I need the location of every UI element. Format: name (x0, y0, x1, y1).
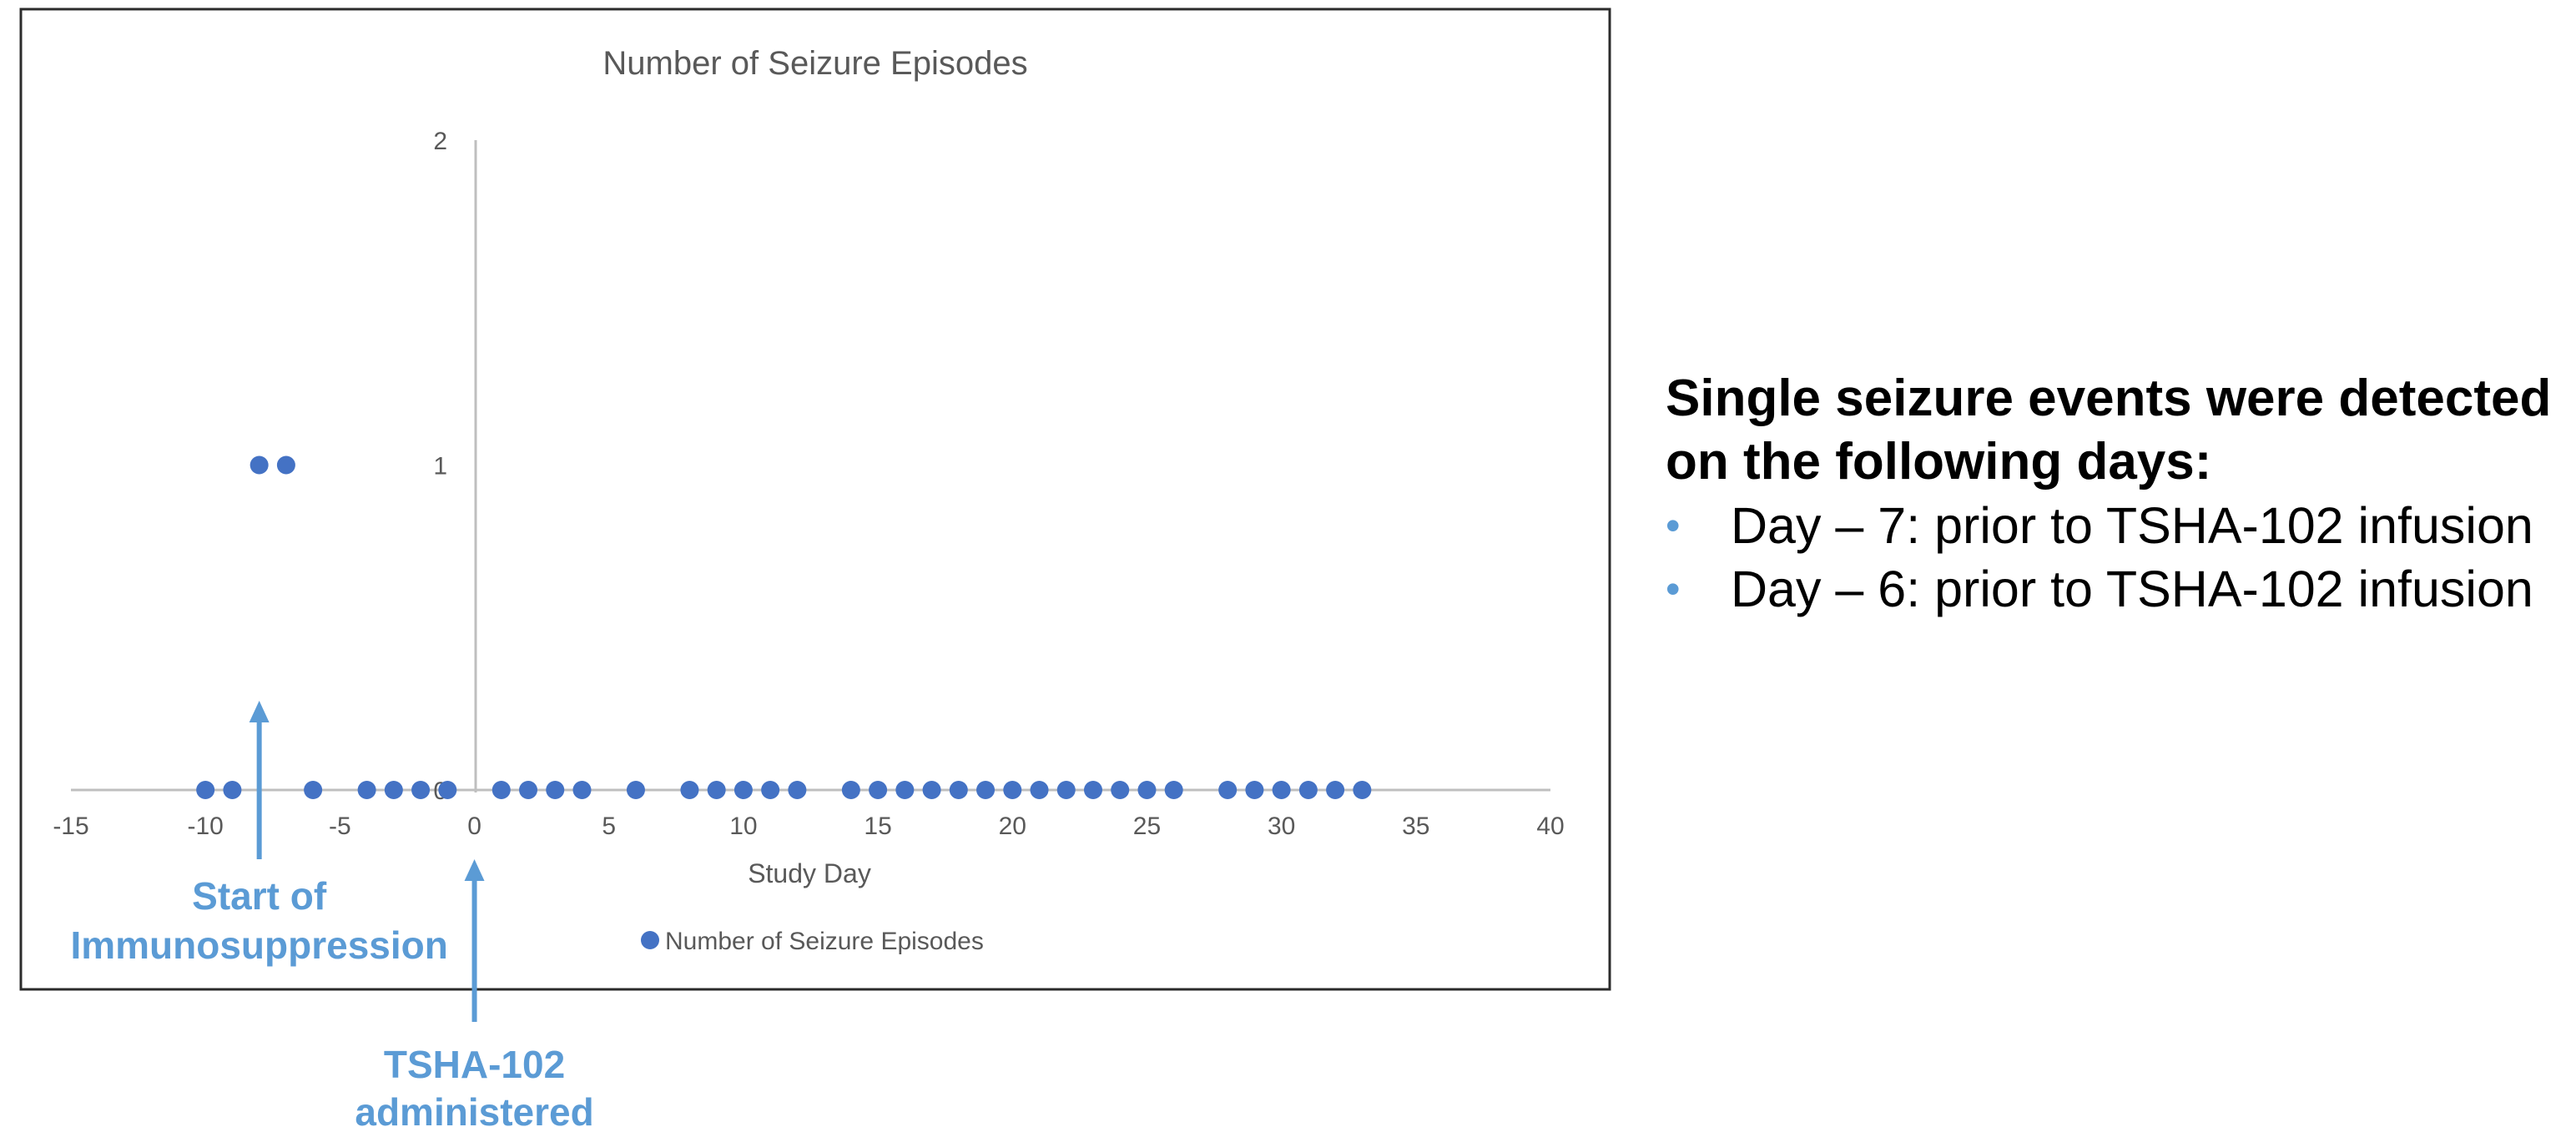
data-point (250, 455, 269, 475)
data-point (546, 781, 565, 799)
x-tick-label: -15 (53, 813, 88, 840)
bullet-icon: • (1666, 566, 1681, 612)
x-tick-label: 15 (864, 813, 891, 840)
findings-list: • Day – 7: prior to TSHA-102 infusion • … (1666, 494, 2567, 621)
x-tick-label: 30 (1268, 813, 1295, 840)
annotation-label: Start of (192, 874, 327, 918)
data-point (384, 781, 403, 799)
annotation-label: TSHA-102 (384, 1043, 565, 1086)
data-point (707, 781, 726, 799)
data-point (841, 781, 860, 799)
list-item: • Day – 7: prior to TSHA-102 infusion (1666, 494, 2567, 557)
x-tick-label: 20 (999, 813, 1026, 840)
data-point (1326, 781, 1345, 799)
data-point (895, 781, 915, 799)
data-point (1003, 781, 1022, 799)
y-tick-label: 2 (433, 128, 447, 155)
data-point (196, 781, 215, 799)
annotation-arrow-head (249, 701, 270, 722)
legend-marker (641, 931, 659, 949)
data-point (276, 455, 295, 475)
list-item: • Day – 6: prior to TSHA-102 infusion (1666, 557, 2567, 621)
list-item-text: Day – 6: prior to TSHA-102 infusion (1731, 561, 2533, 617)
data-point (1137, 781, 1157, 799)
x-tick-label: 40 (1536, 813, 1564, 840)
data-point (1111, 781, 1130, 799)
data-point (1245, 781, 1264, 799)
x-tick-label: 0 (467, 813, 481, 840)
data-point (411, 781, 431, 799)
data-point (572, 781, 592, 799)
data-point (1056, 781, 1076, 799)
x-tick-label: -5 (329, 813, 351, 840)
data-point (438, 781, 457, 799)
y-tick-label: 1 (433, 453, 447, 480)
data-point (492, 781, 511, 799)
data-points (196, 455, 1372, 799)
data-point (869, 781, 888, 799)
findings-panel: Single seizure events were detected on t… (1666, 367, 2567, 621)
data-point (1353, 781, 1372, 799)
findings-heading: Single seizure events were detected on t… (1666, 367, 2567, 494)
x-tick-label: 35 (1402, 813, 1429, 840)
data-point (680, 781, 699, 799)
data-point (304, 781, 323, 799)
annotations: Start of Immunosuppression TSHA-102 adminis… (70, 701, 594, 1127)
data-point (1030, 781, 1049, 799)
annotation-arrow-head (464, 859, 485, 881)
data-point (761, 781, 780, 799)
chart-frame (19, 8, 1611, 991)
x-tick-label: -10 (188, 813, 224, 840)
data-point (949, 781, 968, 799)
findings-heading-line-2: on the following days: (1666, 433, 2212, 491)
data-point (788, 781, 807, 799)
data-point (519, 781, 538, 799)
list-item-text: Day – 7: prior to TSHA-102 infusion (1731, 497, 2533, 554)
data-point (976, 781, 996, 799)
annotation-label: Immunosuppression (70, 923, 447, 967)
data-point (1218, 781, 1238, 799)
bullet-icon: • (1666, 502, 1681, 549)
legend: Number of Seizure Episodes (641, 928, 984, 955)
x-tick-label: 5 (602, 813, 616, 840)
findings-heading-line-1: Single seizure events were detected (1666, 370, 2552, 427)
x-tick-label: 10 (729, 813, 757, 840)
x-tick-labels: -15 -10 -5 0 5 10 15 20 25 30 35 40 (53, 813, 1564, 840)
data-point (1298, 781, 1318, 799)
data-point (223, 781, 242, 799)
x-tick-label: 25 (1133, 813, 1161, 840)
data-point (922, 781, 941, 799)
data-point (626, 781, 645, 799)
chart-title: Number of Seizure Episodes (602, 45, 1027, 82)
data-point (357, 781, 376, 799)
data-point (1164, 781, 1183, 799)
x-axis-title: Study Day (748, 858, 871, 888)
annotation-label: administered (355, 1090, 593, 1127)
data-point (1272, 781, 1291, 799)
data-point (1083, 781, 1102, 799)
legend-label: Number of Seizure Episodes (665, 928, 984, 955)
data-point (733, 781, 753, 799)
